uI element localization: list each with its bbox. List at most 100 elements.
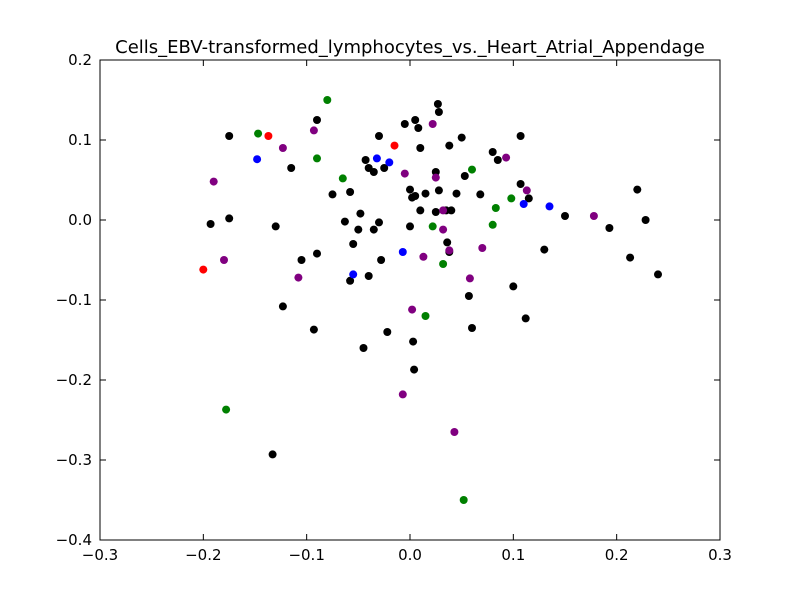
chart-title: Cells_EBV-transformed_lymphocytes_vs._He… xyxy=(115,37,705,58)
data-point xyxy=(206,220,215,228)
data-point xyxy=(278,302,287,311)
y-tick-label: 0.2 xyxy=(68,51,92,69)
data-point xyxy=(434,186,443,195)
data-point xyxy=(439,225,448,234)
data-point xyxy=(459,496,468,504)
data-point xyxy=(199,265,208,274)
data-point xyxy=(375,132,383,140)
data-point xyxy=(309,325,318,334)
data-point xyxy=(450,428,459,436)
data-point xyxy=(507,194,516,203)
data-point xyxy=(457,133,466,142)
data-point xyxy=(478,244,487,252)
data-point xyxy=(521,314,530,323)
data-point xyxy=(254,129,263,138)
data-points xyxy=(199,96,662,504)
data-point xyxy=(328,190,337,199)
data-point xyxy=(287,164,296,172)
data-point xyxy=(349,270,358,279)
data-point xyxy=(626,253,635,262)
x-tick-label: 0.3 xyxy=(708,546,732,564)
x-tick-label: 0.1 xyxy=(501,546,525,564)
data-point xyxy=(654,270,662,279)
data-point xyxy=(385,158,394,167)
data-point xyxy=(380,164,389,172)
data-point xyxy=(225,132,234,140)
data-point xyxy=(323,96,332,104)
data-point xyxy=(411,192,420,200)
data-point xyxy=(313,249,321,258)
data-point xyxy=(313,154,321,163)
data-point xyxy=(540,245,549,254)
data-point xyxy=(641,216,650,224)
data-point xyxy=(519,200,528,208)
data-point xyxy=(509,282,518,291)
data-point xyxy=(220,256,228,264)
data-point xyxy=(209,177,218,186)
data-point xyxy=(264,132,273,140)
data-point xyxy=(488,220,497,229)
data-point xyxy=(516,180,525,188)
data-point xyxy=(434,108,443,116)
data-point xyxy=(338,174,347,183)
data-point xyxy=(364,272,373,280)
data-point xyxy=(421,189,430,198)
data-point xyxy=(445,246,454,255)
x-tick-label: −0.1 xyxy=(288,546,324,564)
data-point xyxy=(439,260,448,268)
data-point xyxy=(408,305,417,314)
data-point xyxy=(452,189,461,198)
data-point xyxy=(468,165,476,174)
data-point xyxy=(589,212,598,220)
data-point xyxy=(340,217,349,226)
data-point xyxy=(431,168,440,176)
data-point xyxy=(349,240,358,248)
data-point xyxy=(294,273,303,282)
y-tick-label: −0.2 xyxy=(56,371,92,389)
data-point xyxy=(633,185,642,194)
data-point xyxy=(309,126,318,135)
y-tick-label: −0.4 xyxy=(56,531,92,549)
data-point xyxy=(447,206,456,215)
data-point xyxy=(468,324,476,332)
data-point xyxy=(443,238,452,247)
data-point xyxy=(377,256,386,264)
data-point xyxy=(522,186,531,195)
data-point xyxy=(491,204,500,212)
axis-ticks: −0.3 −0.2 −0.1 0.0 0.1 0.2 0.3−0.4−0.3−0.2−0.1… xyxy=(56,51,732,564)
data-point xyxy=(502,153,511,162)
data-point xyxy=(545,202,554,211)
y-tick-label: −0.1 xyxy=(56,291,92,309)
data-point xyxy=(410,365,419,374)
data-point xyxy=(372,154,381,163)
data-point xyxy=(369,168,378,176)
data-point xyxy=(398,248,407,256)
data-point xyxy=(464,292,473,300)
x-tick-label: 0.0 xyxy=(398,546,422,564)
data-point xyxy=(445,141,454,150)
data-point xyxy=(369,225,378,234)
y-tick-label: 0.1 xyxy=(68,131,92,149)
data-point xyxy=(354,225,363,234)
data-point xyxy=(361,156,370,164)
data-point xyxy=(416,144,425,152)
y-tick-label: 0.0 xyxy=(68,211,92,229)
data-point xyxy=(313,116,321,124)
data-point xyxy=(411,116,420,124)
data-point xyxy=(431,173,440,182)
x-tick-label: 0.2 xyxy=(605,546,629,564)
data-point xyxy=(409,337,418,346)
data-point xyxy=(400,169,409,178)
data-point xyxy=(346,188,355,196)
data-point xyxy=(428,222,437,231)
data-point xyxy=(278,144,287,152)
data-point xyxy=(428,120,437,128)
data-point xyxy=(416,206,425,215)
data-point xyxy=(465,274,474,283)
data-point xyxy=(400,120,409,128)
data-point xyxy=(271,222,280,231)
data-point xyxy=(383,328,392,336)
data-point xyxy=(439,206,448,215)
data-point xyxy=(359,344,368,352)
